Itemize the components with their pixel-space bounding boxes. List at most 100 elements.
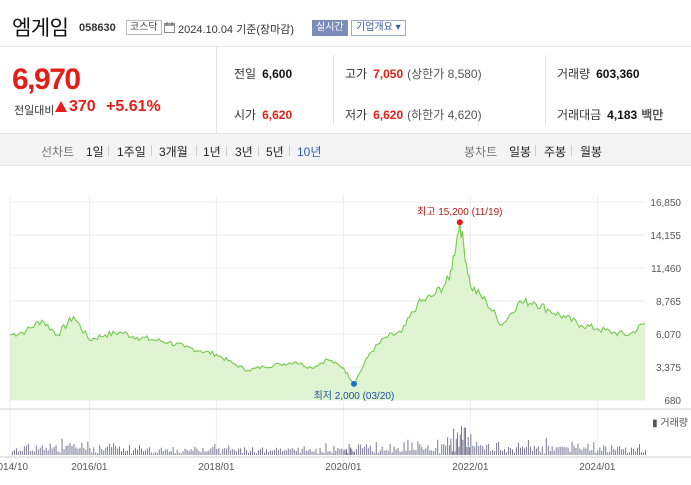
volume-bar <box>431 450 433 455</box>
volume-bar <box>597 450 599 455</box>
period-5y[interactable]: 5년 <box>266 145 284 159</box>
y-tick-label: 8,765 <box>656 297 681 308</box>
volume-bar <box>579 448 581 455</box>
volume-bar <box>541 446 543 455</box>
volume-bar <box>14 450 15 455</box>
y-tick-label: 14,155 <box>650 231 681 242</box>
volume-bar <box>466 446 468 455</box>
min-annotation: 최저 2,000 (03/20) <box>314 390 395 402</box>
volume-value: 603,360 <box>596 67 640 81</box>
volume-bar <box>65 445 67 455</box>
volume-bar <box>474 446 476 455</box>
period-3y[interactable]: 3년 <box>235 145 253 159</box>
y-tick-label: 16,850 <box>650 198 681 209</box>
volume-bar <box>41 445 43 455</box>
candle-monthly[interactable]: 월봉 <box>580 145 603 159</box>
volume-bar <box>605 446 607 455</box>
volume-bar <box>337 448 339 455</box>
volume-bar <box>379 450 381 455</box>
volume-bar <box>172 447 174 455</box>
volume-bar <box>520 447 521 455</box>
period-1y[interactable]: 1년 <box>203 145 221 159</box>
volume-bar <box>91 452 93 455</box>
volume-bar <box>16 448 17 455</box>
volume-bar <box>133 450 134 455</box>
volume-bar <box>293 449 295 455</box>
volume-bar <box>93 447 95 455</box>
volume-bar <box>478 445 480 455</box>
volume-bar <box>311 451 313 455</box>
volume-bar <box>529 446 531 455</box>
volume-bar <box>33 451 35 455</box>
volume-bar <box>168 451 170 455</box>
volume-bar <box>270 450 271 455</box>
volume-bar <box>21 451 23 455</box>
trade-value: 거래대금 4,183 백만 <box>557 106 663 123</box>
volume-bar <box>351 448 353 455</box>
volume-bar <box>555 447 557 455</box>
volume-bar <box>409 450 411 455</box>
volume-bar <box>395 449 397 455</box>
volume-bar <box>354 451 355 455</box>
volume-bar <box>103 450 105 455</box>
volume-bar <box>129 445 130 455</box>
volume-bar <box>508 447 509 455</box>
volume-bar <box>500 450 501 455</box>
volume-bar <box>599 447 601 455</box>
volume-bar <box>407 439 409 455</box>
volume-bar <box>25 445 27 455</box>
volume-bar <box>611 445 613 455</box>
trade-value-number: 4,183 <box>607 108 638 122</box>
volume-bar <box>335 450 337 455</box>
volume-bar <box>619 446 621 455</box>
volume-bar <box>603 445 605 455</box>
volume-bar <box>553 450 555 455</box>
volume-bar <box>637 447 638 455</box>
volume-bar <box>216 449 218 455</box>
volume-bar <box>607 452 609 455</box>
candle-daily[interactable]: 일봉 <box>509 145 532 159</box>
volume-bar <box>67 445 69 455</box>
volume-bar <box>238 448 240 455</box>
volume-bar <box>533 445 535 455</box>
volume-bar <box>458 446 460 455</box>
candle-weekly[interactable]: 주봉 <box>544 145 567 159</box>
volume-bar <box>549 451 551 455</box>
volume-bar <box>472 445 474 455</box>
volume-bar <box>399 452 401 455</box>
company-overview-dropdown[interactable]: 기업개요 ▾ <box>351 20 406 36</box>
volume-bar <box>262 447 263 455</box>
volume-bar <box>275 447 277 455</box>
volume-bar <box>125 451 126 455</box>
period-3m[interactable]: 3개월 <box>159 145 188 159</box>
volume-bar <box>240 448 242 455</box>
volume-bar <box>545 437 547 455</box>
volume-bar <box>645 450 646 455</box>
y-tick-label: 11,460 <box>651 264 681 275</box>
volume-bar <box>291 448 293 455</box>
volume-bar <box>273 450 275 455</box>
volume-bar <box>248 452 249 455</box>
volume-bar <box>143 451 144 455</box>
period-10y[interactable]: 10년 <box>297 145 322 159</box>
realtime-button[interactable]: 실시간 <box>312 20 348 36</box>
volume-bar <box>271 450 273 455</box>
volume-bar <box>319 447 321 455</box>
stock-code: 058630 <box>79 22 116 34</box>
volume-bar <box>196 448 198 455</box>
volume-bar <box>403 442 405 455</box>
max-annotation: 최고 15,200 (11/19) <box>417 206 503 218</box>
volume-bar <box>150 452 152 455</box>
current-price: 6,970 <box>12 63 81 96</box>
volume-bar <box>631 447 632 455</box>
volume-bar <box>268 452 269 455</box>
min-point <box>350 380 357 387</box>
volume-bar <box>361 448 363 455</box>
period-1d[interactable]: 1일 <box>86 145 104 159</box>
volume-bar <box>71 445 73 455</box>
up-arrow-icon <box>55 101 67 112</box>
volume-bar <box>137 449 138 455</box>
period-1w[interactable]: 1주일 <box>117 145 146 159</box>
volume-bar <box>146 448 148 455</box>
volume-bar <box>331 452 333 455</box>
